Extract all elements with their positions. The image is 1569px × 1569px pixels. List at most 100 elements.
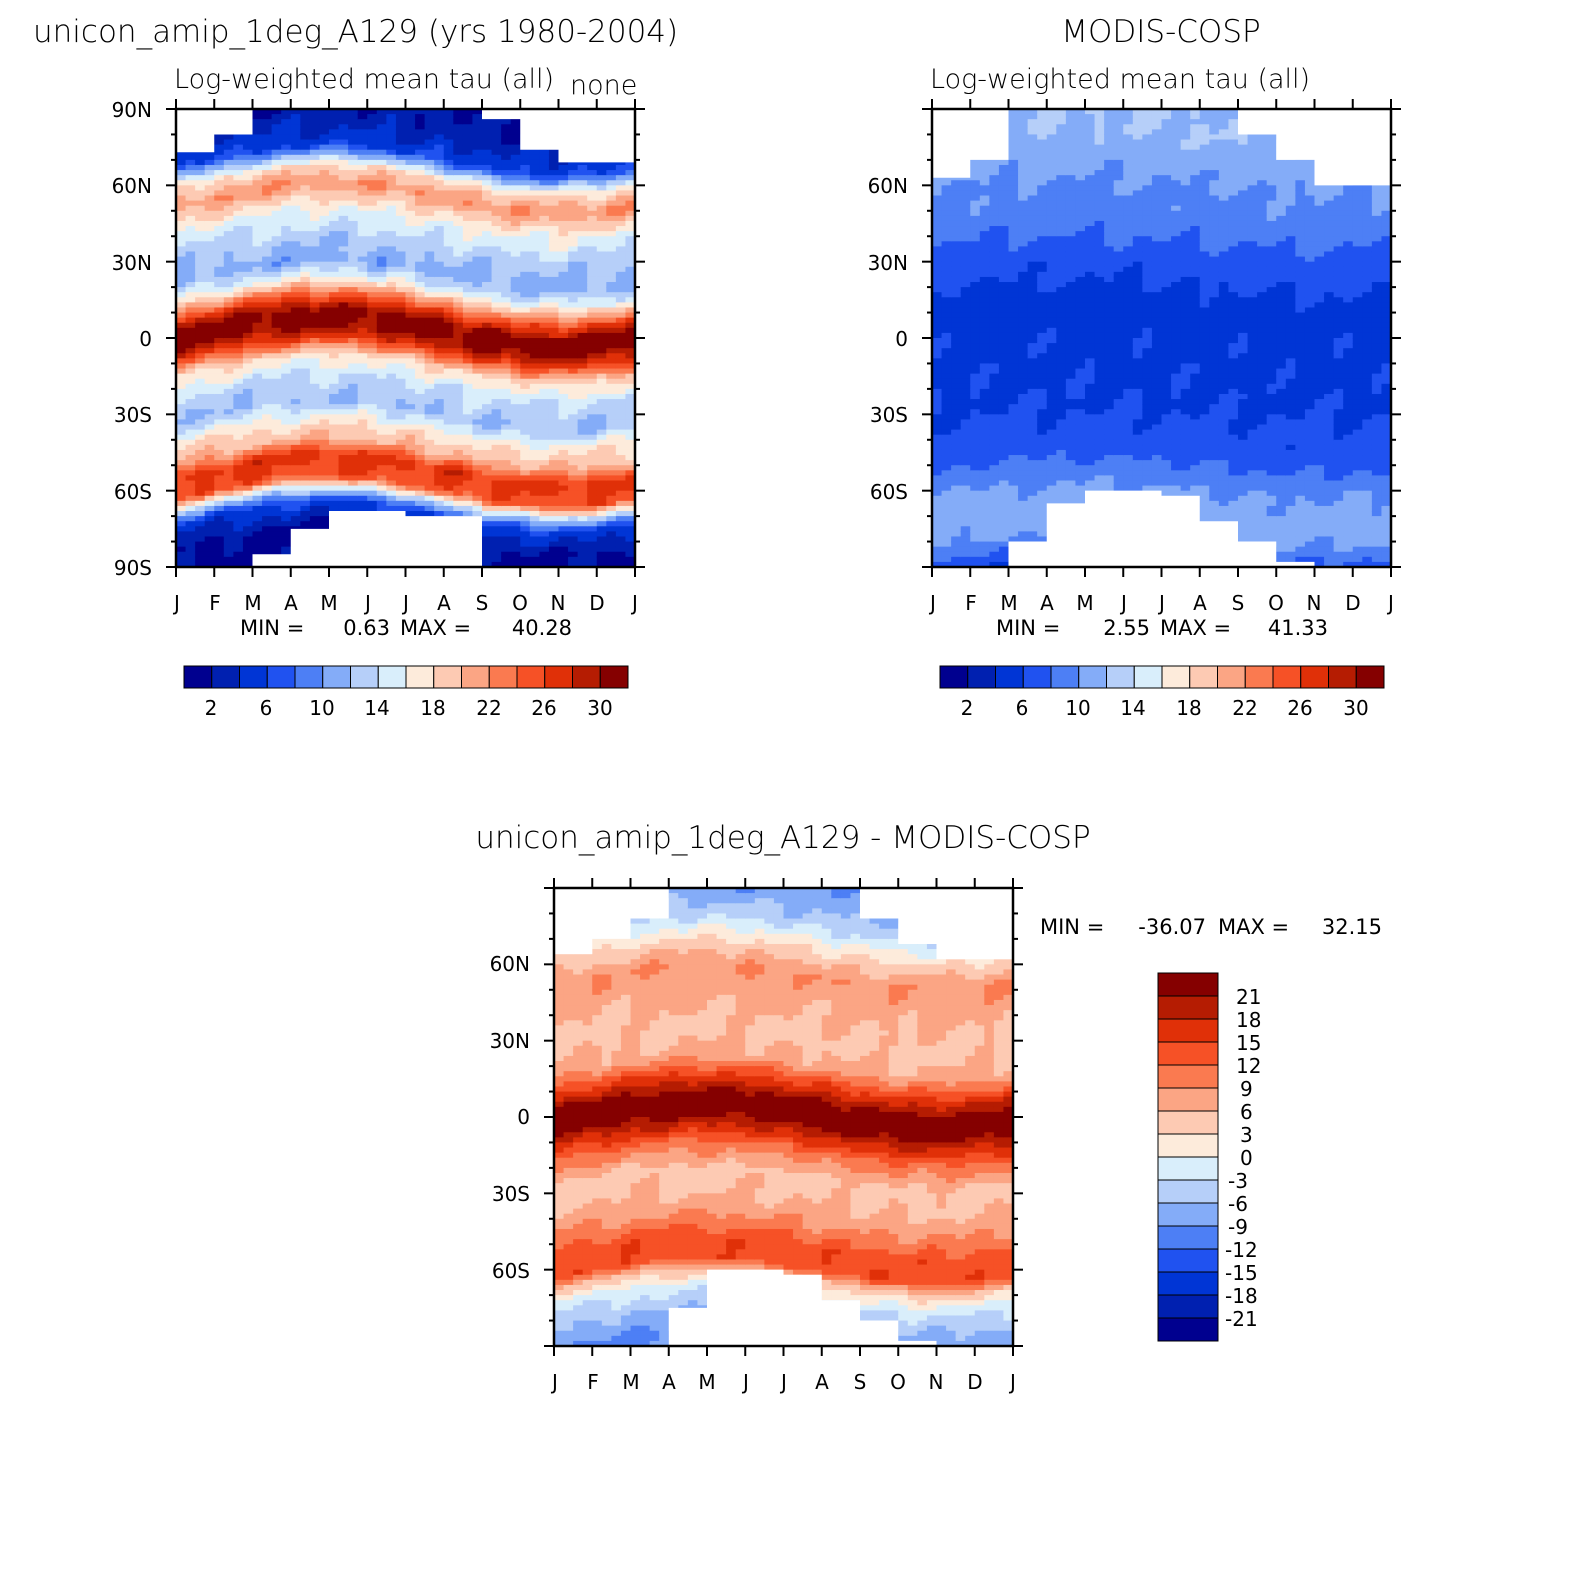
heatmap-cell <box>376 327 387 334</box>
heatmap-cell <box>615 164 627 171</box>
heatmap-cell <box>176 546 187 553</box>
heatmap-cell <box>242 348 254 354</box>
heatmap-cell <box>510 383 521 390</box>
heatmap-cell <box>577 531 588 538</box>
heatmap-cell <box>932 434 943 441</box>
heatmap-cell <box>453 164 464 171</box>
heatmap-cell <box>970 516 981 522</box>
heatmap-cell <box>434 276 445 283</box>
heatmap-cell <box>290 139 301 146</box>
heatmap-cell <box>453 114 464 120</box>
heatmap-cell <box>625 404 636 410</box>
heatmap-cell <box>271 282 282 288</box>
heatmap-cell <box>482 215 493 222</box>
heatmap-cell <box>386 475 397 482</box>
heatmap-cell <box>951 246 962 253</box>
heatmap-cell <box>979 439 990 446</box>
heatmap-cell <box>520 205 531 212</box>
heatmap-cell <box>625 343 636 349</box>
heatmap-cell <box>223 419 234 426</box>
heatmap-cell <box>979 536 990 543</box>
heatmap-cell <box>462 399 474 405</box>
heatmap-cell <box>932 343 943 349</box>
heatmap-cell <box>539 210 550 217</box>
heatmap-cell <box>462 409 474 415</box>
heatmap-cell <box>214 353 225 359</box>
heatmap-cell <box>434 353 445 359</box>
heatmap-cell <box>252 246 263 253</box>
heatmap-cell <box>510 205 521 212</box>
heatmap-cell <box>242 470 254 476</box>
heatmap-cell <box>233 475 244 482</box>
heatmap-cell <box>233 164 244 171</box>
heatmap-cell <box>548 449 560 456</box>
heatmap-cell <box>615 317 627 324</box>
heatmap-cell <box>386 500 397 507</box>
heatmap-cell <box>204 282 215 288</box>
heatmap-cell <box>405 424 416 431</box>
heatmap-cell <box>606 282 617 288</box>
heatmap-cell <box>262 205 273 212</box>
heatmap-cell <box>615 480 627 487</box>
heatmap-cell <box>529 449 540 456</box>
heatmap-cell <box>329 236 340 242</box>
heatmap-cell <box>300 149 311 156</box>
heatmap-cell <box>214 180 225 186</box>
heatmap-cell <box>501 388 512 395</box>
heatmap-cell <box>290 276 301 283</box>
heatmap-cell <box>223 424 234 431</box>
heatmap-cell <box>195 500 206 507</box>
heatmap-cell <box>434 485 445 492</box>
heatmap-cell <box>606 536 617 543</box>
heatmap-cell <box>300 495 311 502</box>
heatmap-cell <box>434 205 445 212</box>
heatmap-cell <box>223 358 234 365</box>
heatmap-cell <box>319 419 330 426</box>
heatmap-cell <box>951 302 962 309</box>
heatmap-cell <box>424 322 435 329</box>
heatmap-cell <box>606 526 617 532</box>
heatmap-cell <box>979 378 990 385</box>
heatmap-cell <box>309 317 321 324</box>
heatmap-cell <box>501 276 512 283</box>
heatmap-cell <box>185 516 196 522</box>
heatmap-cell <box>453 226 464 232</box>
heatmap-cell <box>520 190 531 197</box>
heatmap-cell <box>223 470 234 476</box>
heatmap-cell <box>376 419 387 426</box>
heatmap-cell <box>319 302 330 309</box>
heatmap-cell <box>281 449 292 456</box>
heatmap-cell <box>462 261 474 268</box>
heatmap-cell <box>932 383 943 390</box>
heatmap-cell <box>615 226 627 232</box>
heatmap-cell <box>395 439 407 446</box>
heatmap-cell <box>176 424 187 431</box>
heatmap-cell <box>338 190 349 197</box>
heatmap-cell <box>482 444 493 451</box>
heatmap-cell <box>290 419 301 426</box>
panel-obs: MODIS-COSP Log-weighted mean tau (all) 6… <box>868 14 1401 720</box>
heatmap-cell <box>300 409 311 415</box>
heatmap-cell <box>204 241 215 247</box>
heatmap-cell <box>271 175 282 181</box>
heatmap-cell <box>548 526 560 532</box>
heatmap-cell <box>395 215 407 222</box>
heatmap-cell <box>290 195 301 202</box>
heatmap-cell <box>329 419 340 426</box>
heatmap-cell <box>482 139 493 146</box>
heatmap-cell <box>262 378 273 385</box>
heatmap-cell <box>453 241 464 247</box>
heatmap-cell <box>204 215 215 222</box>
heatmap-cell <box>596 276 607 283</box>
heatmap-cell <box>529 292 540 298</box>
heatmap-cell <box>319 439 330 446</box>
heatmap-cell <box>329 495 340 502</box>
heatmap-cell <box>625 348 636 354</box>
heatmap-cell <box>520 444 531 451</box>
heatmap-cell <box>491 424 502 431</box>
heatmap-cell <box>252 134 263 141</box>
heatmap-cell <box>242 521 254 527</box>
heatmap-cell <box>424 414 435 421</box>
heatmap-cell <box>262 231 273 237</box>
heatmap-cell <box>577 185 588 192</box>
